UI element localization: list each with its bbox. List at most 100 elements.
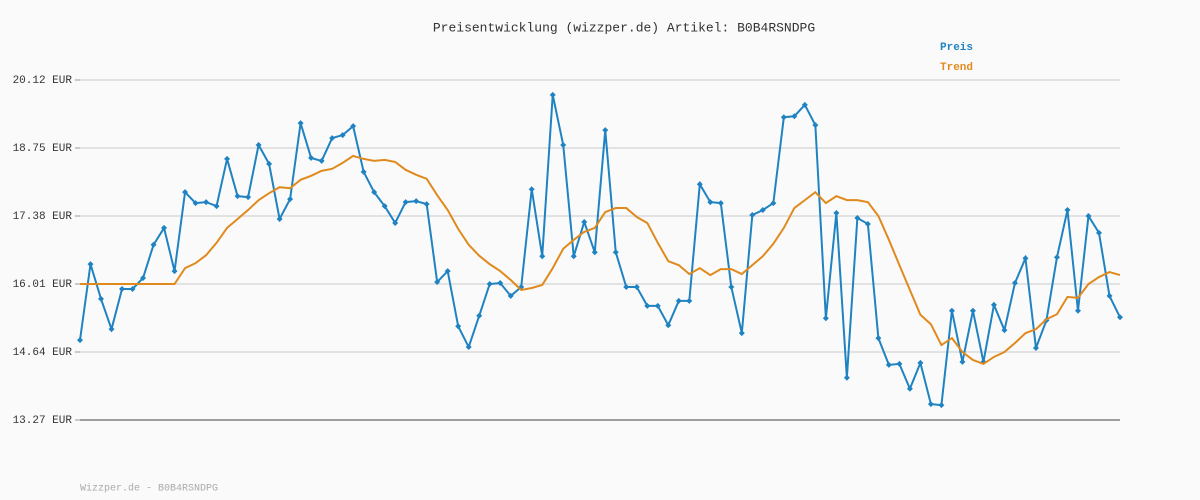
y-tick-label: 18.75 EUR: [13, 143, 73, 155]
marker: [161, 224, 168, 231]
footer: Wizzper.de - B0B4RSNDPG: [80, 483, 218, 495]
marker: [381, 203, 388, 210]
marker: [77, 337, 83, 344]
marker: [276, 215, 283, 222]
marker: [287, 196, 294, 203]
y-tick-label: 16.01 EUR: [13, 279, 73, 291]
marker: [990, 301, 997, 308]
marker: [665, 322, 672, 329]
marker: [623, 283, 630, 290]
y-tick-label: 17.38 EUR: [13, 211, 73, 223]
marker: [150, 241, 157, 248]
marker: [308, 154, 315, 161]
marker: [266, 160, 273, 167]
marker: [497, 280, 504, 287]
marker: [675, 297, 682, 304]
legend-label: Preis: [940, 42, 973, 54]
marker: [570, 253, 577, 260]
marker: [864, 220, 871, 227]
marker: [927, 401, 934, 408]
marker: [245, 194, 252, 201]
marker: [707, 199, 714, 206]
marker: [812, 122, 819, 129]
marker: [896, 360, 903, 367]
y-tick-label: 20.12 EUR: [13, 75, 73, 87]
marker: [203, 199, 210, 206]
marker: [854, 214, 861, 221]
marker: [885, 361, 892, 368]
marker: [581, 218, 588, 225]
marker: [749, 212, 756, 219]
marker: [549, 91, 556, 98]
marker: [801, 101, 808, 108]
marker: [1106, 292, 1113, 299]
marker: [1053, 254, 1060, 261]
marker: [371, 189, 378, 196]
marker: [686, 297, 693, 304]
line-0: [79, 94, 1121, 407]
marker: [140, 275, 147, 282]
y-tick-label: 14.64 EUR: [13, 347, 73, 359]
marker: [98, 295, 105, 302]
marker: [843, 374, 850, 381]
marker: [696, 181, 703, 188]
marker: [770, 200, 777, 207]
marker: [612, 249, 619, 256]
marker: [959, 358, 966, 365]
marker: [465, 344, 472, 351]
marker: [1001, 327, 1008, 334]
marker: [906, 385, 913, 392]
marker: [822, 315, 829, 322]
marker: [1074, 307, 1081, 314]
marker: [780, 114, 787, 121]
marker: [1011, 280, 1018, 287]
marker: [108, 326, 115, 333]
marker: [791, 113, 798, 120]
marker: [1117, 314, 1123, 321]
marker: [360, 168, 367, 175]
marker: [759, 207, 766, 214]
y-tick-label: 13.27 EUR: [13, 415, 73, 427]
marker: [560, 142, 567, 149]
marker: [486, 281, 493, 287]
marker: [654, 302, 661, 309]
marker: [875, 335, 882, 342]
marker: [318, 157, 325, 164]
marker: [633, 283, 640, 290]
marker: [1064, 207, 1071, 214]
marker: [476, 312, 483, 319]
marker: [602, 127, 609, 134]
marker: [1085, 213, 1092, 219]
marker: [717, 200, 724, 207]
marker: [234, 193, 241, 200]
marker: [938, 402, 945, 409]
marker: [339, 132, 346, 139]
marker: [224, 155, 231, 162]
marker: [644, 302, 651, 309]
marker: [402, 199, 409, 206]
marker: [392, 219, 399, 226]
marker: [350, 123, 357, 130]
marker: [413, 198, 420, 205]
marker: [255, 142, 262, 149]
marker: [507, 292, 514, 299]
marker: [917, 359, 924, 366]
chart-title: Preisentwicklung (wizzper.de) Artikel: B…: [433, 20, 815, 35]
marker: [129, 285, 136, 292]
marker: [591, 249, 598, 256]
marker: [728, 283, 735, 290]
marker: [434, 279, 441, 286]
marker: [738, 330, 745, 337]
marker: [948, 307, 955, 314]
marker: [297, 120, 304, 127]
marker: [329, 135, 336, 142]
marker: [969, 307, 976, 314]
marker: [213, 203, 220, 210]
marker: [171, 268, 178, 275]
marker: [455, 323, 462, 330]
marker: [1032, 345, 1039, 352]
marker: [1022, 255, 1029, 262]
marker: [119, 285, 126, 292]
